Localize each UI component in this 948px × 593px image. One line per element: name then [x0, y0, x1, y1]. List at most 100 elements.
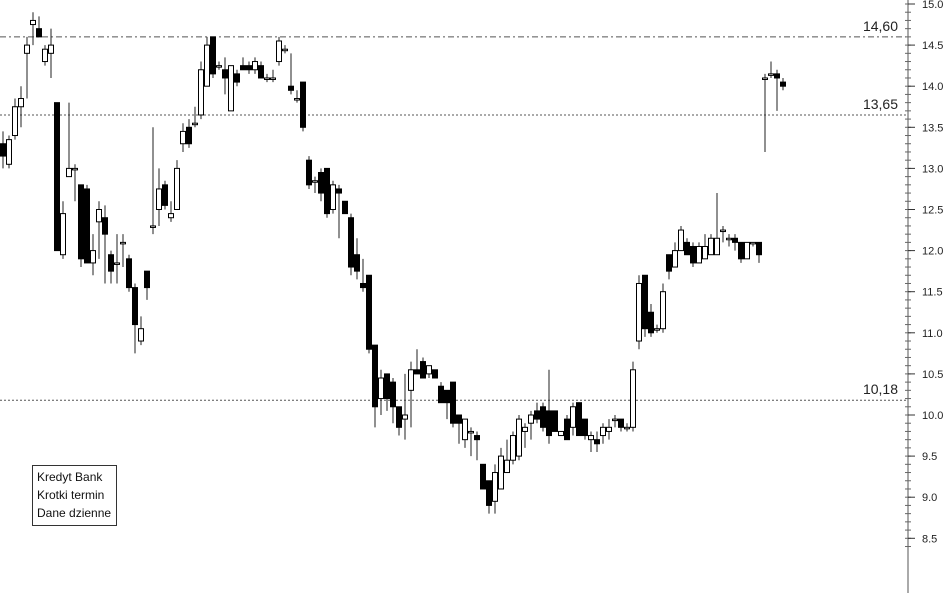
candle-body-down: [186, 126, 192, 145]
candle-body-up: [228, 65, 234, 112]
candle: [600, 423, 606, 444]
level-label: 10,18: [863, 381, 898, 397]
candle-body-up: [252, 61, 258, 71]
candle: [90, 234, 96, 276]
candle: [510, 431, 516, 465]
candle-body-up: [708, 237, 714, 256]
y-tick-label: 12.5: [922, 205, 943, 217]
candle-body-up: [276, 40, 282, 63]
candle-body-up: [192, 122, 198, 126]
candle-body-down: [642, 274, 648, 330]
candle-body-down: [666, 254, 672, 272]
legend-line-interval: Dane dzienne: [37, 506, 112, 520]
candle-body-down: [420, 361, 426, 379]
candle: [564, 415, 570, 441]
y-tick-label: 13.0: [922, 163, 943, 175]
candle: [120, 234, 126, 268]
candle-body-down: [414, 369, 420, 375]
candle: [570, 402, 576, 436]
candle: [720, 225, 726, 243]
candle: [468, 427, 474, 457]
candle-body-down: [78, 184, 84, 260]
candle-body-up: [90, 250, 96, 264]
candle-body-down: [234, 73, 240, 83]
candle-body-down: [546, 410, 552, 437]
candle-body-down: [102, 217, 108, 235]
candle-body-up: [636, 282, 642, 342]
candle: [732, 234, 738, 251]
candle: [408, 361, 414, 428]
candle-body-down: [144, 270, 150, 289]
y-tick-label: 11.0: [922, 328, 943, 340]
candle: [534, 402, 540, 424]
candle-body-up: [156, 188, 162, 210]
candle-body-down: [240, 65, 246, 71]
candle: [318, 168, 324, 202]
candle: [474, 431, 480, 461]
candle-body-down: [258, 65, 264, 79]
candle: [642, 274, 648, 337]
candle-body-up: [510, 435, 516, 461]
candle-body-up: [516, 418, 522, 457]
candle: [360, 258, 366, 292]
candle-body-down: [306, 159, 312, 186]
candle: [276, 36, 282, 66]
candle-body-down: [756, 241, 762, 256]
candle-body-up: [402, 414, 408, 420]
candle: [78, 184, 84, 268]
candle: [252, 57, 258, 74]
candle-body-up: [204, 44, 210, 87]
y-tick-label: 9.5: [922, 451, 937, 463]
candle: [546, 369, 552, 444]
candle-body-down: [372, 344, 378, 408]
candle-body-down: [108, 254, 114, 272]
candle: [528, 410, 534, 440]
candle: [0, 131, 6, 169]
candle-body-down: [780, 81, 786, 87]
candle-body-down: [54, 102, 60, 252]
candle: [240, 57, 246, 71]
candle-body-down: [444, 389, 450, 404]
candle: [126, 254, 132, 292]
candle-body-down: [318, 172, 324, 194]
candle-body-up: [270, 77, 276, 80]
candle: [30, 12, 36, 46]
candle: [330, 180, 336, 214]
candle-body-down: [360, 282, 366, 289]
candle-body-down: [210, 36, 216, 75]
candle-body-up: [60, 213, 66, 256]
candle-body-up: [174, 167, 180, 210]
candle-body-up: [558, 430, 564, 437]
candle: [420, 357, 426, 379]
candle-body-up: [30, 19, 36, 26]
candle-body-up: [462, 418, 468, 441]
y-tick-label: 10.0: [922, 410, 943, 422]
candle: [306, 156, 312, 189]
candle-body-down: [390, 381, 396, 408]
candle-body-up: [72, 167, 78, 171]
candle: [654, 324, 660, 333]
candle: [684, 238, 690, 256]
candle-body-up: [492, 472, 498, 502]
candle-body-up: [702, 245, 708, 260]
candle-body-down: [576, 402, 582, 437]
y-tick-label: 8.5: [922, 533, 937, 545]
y-tick-label: 15.0: [922, 0, 943, 11]
y-tick-label: 12.0: [922, 246, 943, 258]
candle-body-down: [246, 65, 252, 71]
candle: [324, 167, 330, 218]
candle-body-up: [138, 328, 144, 342]
candle: [162, 180, 168, 210]
candle: [612, 415, 618, 428]
candle-body-up: [150, 225, 156, 228]
candle-body-up: [528, 414, 534, 424]
candle-body-down: [36, 28, 42, 38]
candle: [144, 270, 150, 300]
candle: [450, 381, 456, 428]
candle: [708, 234, 714, 256]
candle: [576, 402, 582, 437]
candle: [396, 406, 402, 436]
candle: [168, 201, 174, 222]
candle-body-up: [264, 77, 270, 80]
candle-body-up: [606, 426, 612, 432]
